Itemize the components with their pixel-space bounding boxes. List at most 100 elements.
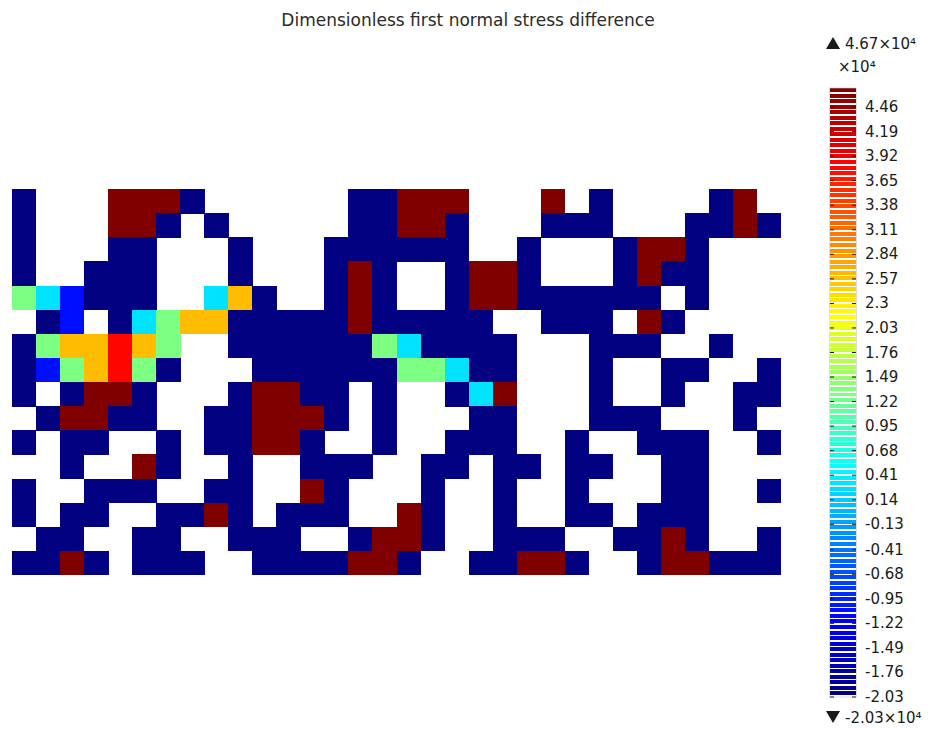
cell (132, 382, 156, 407)
cell (661, 310, 685, 335)
colorbar-tick (852, 426, 856, 427)
cell (517, 261, 541, 286)
cell (132, 479, 156, 504)
cell (541, 310, 565, 335)
cell (60, 286, 84, 311)
cell (300, 406, 324, 431)
cell (348, 334, 372, 359)
colorbar-band (830, 614, 856, 618)
cell (517, 551, 541, 575)
colorbar-tick (830, 450, 834, 451)
cell (421, 189, 445, 214)
colorbar-tick (830, 574, 834, 575)
cell (661, 454, 685, 479)
cell (493, 430, 517, 455)
colorbar-tick (852, 475, 856, 476)
cell (276, 503, 300, 528)
colorbar-band (830, 387, 856, 391)
cell (445, 213, 469, 238)
cell (324, 382, 348, 407)
cell (324, 479, 348, 504)
cell (60, 358, 84, 383)
colorbar-band (830, 99, 856, 103)
cell (421, 310, 445, 335)
cell (108, 334, 132, 359)
cell (108, 261, 132, 286)
colorbar-tick-label: 0.41 (865, 466, 898, 484)
colorbar-band (830, 182, 856, 186)
cell (493, 406, 517, 431)
cell (421, 479, 445, 504)
cell (132, 213, 156, 238)
cell (228, 286, 252, 311)
cell (613, 286, 637, 311)
colorbar-tick (830, 107, 834, 108)
colorbar-band (830, 132, 856, 136)
colorbar-band (830, 542, 856, 546)
cell (180, 189, 204, 214)
cell (276, 430, 300, 455)
cell (565, 286, 589, 311)
colorbar-tick-label: 3.92 (865, 147, 898, 165)
colorbar-tick (852, 131, 856, 132)
cell (60, 551, 84, 575)
cell (156, 189, 180, 214)
colorbar-band (830, 431, 856, 435)
colorbar-band (830, 464, 856, 468)
colorbar-band (830, 608, 856, 612)
cell (469, 382, 493, 407)
cell (589, 454, 613, 479)
cell (108, 406, 132, 431)
colorbar-band (830, 575, 856, 579)
cell (637, 503, 661, 528)
colorbar-band (830, 642, 856, 646)
cell (12, 237, 36, 262)
cell (397, 334, 421, 359)
cell (733, 551, 757, 575)
colorbar-band (830, 332, 856, 336)
colorbar-tick (830, 401, 834, 402)
colorbar-tick-label: 4.19 (865, 123, 898, 141)
cell (108, 189, 132, 214)
colorbar-band (830, 680, 856, 684)
colorbar-tick-label: 2.84 (865, 245, 898, 263)
cell (733, 382, 757, 407)
cell (132, 551, 156, 575)
colorbar-band (830, 249, 856, 253)
colorbar-tick (830, 131, 834, 132)
cell (36, 406, 60, 431)
cell (12, 551, 36, 575)
cell (613, 261, 637, 286)
cell (132, 406, 156, 431)
cell (733, 213, 757, 238)
colorbar-band (830, 686, 856, 690)
colorbar-band (830, 221, 856, 225)
cell (60, 406, 84, 431)
colorbar-band (830, 415, 856, 419)
cell (757, 358, 781, 383)
colorbar-band (830, 437, 856, 441)
cell (324, 310, 348, 335)
cell (421, 503, 445, 528)
colorbar-band (830, 210, 856, 214)
colorbar-band (830, 636, 856, 640)
colorbar-band (830, 625, 856, 629)
cell (204, 286, 228, 311)
colorbar-band (830, 581, 856, 585)
cell (637, 237, 661, 262)
cell (661, 382, 685, 407)
colorbar-band (830, 365, 856, 369)
colorbar-tick (852, 549, 856, 550)
colorbar-band (830, 476, 856, 480)
cell (12, 261, 36, 286)
cell (637, 286, 661, 311)
colorbar-tick (852, 254, 856, 255)
cell (637, 527, 661, 552)
colorbar-band (830, 265, 856, 269)
colorbar-tick (830, 647, 834, 648)
cell (204, 479, 228, 504)
cell (685, 286, 709, 311)
cell (589, 406, 613, 431)
cell (661, 358, 685, 383)
cell (493, 334, 517, 359)
